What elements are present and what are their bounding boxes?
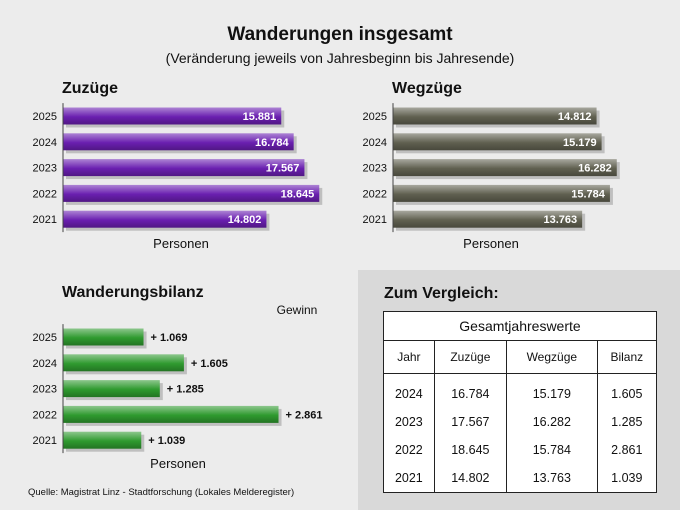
bar-wegzuege-2024 xyxy=(393,133,602,151)
table-cell: 1.605 xyxy=(596,373,657,409)
tick-label: 2024 xyxy=(33,358,57,370)
tick-label: 2021 xyxy=(363,214,387,226)
data-label: 17.567 xyxy=(266,163,300,175)
axis-label: Personen xyxy=(463,236,519,251)
data-label: 14.802 xyxy=(228,214,262,226)
table-cell: 18.645 xyxy=(433,436,507,465)
data-label: 16.784 xyxy=(255,137,290,149)
data-label: 15.179 xyxy=(563,137,597,149)
tick-label: 2023 xyxy=(33,163,57,175)
annotation: Gewinn xyxy=(277,303,318,317)
table-cell: 2021 xyxy=(394,471,423,486)
tick-label: 2022 xyxy=(363,188,387,200)
bar-wegzuege-2025 xyxy=(393,107,597,125)
data-label: 16.282 xyxy=(578,163,612,175)
table-group-header: Gesamtjahreswerte xyxy=(383,311,657,341)
table-cell: 16.784 xyxy=(433,373,507,409)
bar-zuzuege-2024 xyxy=(63,133,294,151)
table-row: 2023 17.567 16.282 1.285 xyxy=(384,408,657,437)
bar-bilanz-2025 xyxy=(63,328,144,346)
data-label: 15.784 xyxy=(571,188,606,200)
tick-label: 2025 xyxy=(33,332,57,344)
tick-label: 2023 xyxy=(33,384,57,396)
table-cell: 2024 xyxy=(394,387,423,402)
bar-bilanz-2022 xyxy=(63,405,279,423)
data-label: + 1.285 xyxy=(167,384,204,396)
table-cell: 1.039 xyxy=(596,464,657,493)
table-cell: 15.784 xyxy=(505,436,598,465)
bar-wegzuege-2023 xyxy=(393,159,617,177)
axis-label: Personen xyxy=(153,236,209,251)
tick-label: 2025 xyxy=(33,111,57,123)
tick-label: 2024 xyxy=(33,137,57,149)
data-label: 14.812 xyxy=(558,111,592,123)
column-header: Jahr xyxy=(383,340,435,374)
bar-zuzuege-2023 xyxy=(63,159,305,177)
source-note: Quelle: Magistrat Linz - Stadtforschung … xyxy=(28,487,295,498)
data-label: + 1.039 xyxy=(148,435,185,447)
table-cell: 2023 xyxy=(394,415,423,430)
bar-bilanz-2024 xyxy=(63,354,184,372)
column-header: Bilanz xyxy=(596,340,657,374)
bar-zuzuege-2021 xyxy=(63,210,267,228)
table-cell: 13.763 xyxy=(505,464,598,493)
table-row: 2021 14.802 13.763 1.039 xyxy=(384,464,657,493)
tick-label: 2023 xyxy=(363,163,387,175)
data-label: 15.881 xyxy=(243,111,277,123)
bar-zuzuege-2025 xyxy=(63,107,282,125)
data-label: + 2.861 xyxy=(286,409,323,421)
tick-label: 2021 xyxy=(33,435,57,447)
data-label: + 1.605 xyxy=(191,358,228,370)
table-cell: 16.282 xyxy=(505,408,598,437)
comparison-table: Gesamtjahreswerte Jahr Zuzüge Wegzüge Bi… xyxy=(383,311,657,493)
table-cell: 15.179 xyxy=(505,373,598,409)
table-cell: 14.802 xyxy=(433,464,507,493)
table-cell: 1.285 xyxy=(596,408,657,437)
column-header: Wegzüge xyxy=(505,340,598,374)
data-label: 18.645 xyxy=(281,188,315,200)
bar-wegzuege-2021 xyxy=(393,210,583,228)
data-label: + 1.069 xyxy=(151,332,188,344)
bar-bilanz-2021 xyxy=(63,431,142,449)
data-label: 13.763 xyxy=(543,214,577,226)
tick-label: 2024 xyxy=(363,137,387,149)
page-subtitle: (Veränderung jeweils von Jahresbeginn bi… xyxy=(165,50,515,66)
tick-label: 2021 xyxy=(33,214,57,226)
tick-label: 2022 xyxy=(33,188,57,200)
comparison-title: Zum Vergleich: xyxy=(384,285,499,302)
bilanz-title: Wanderungsbilanz xyxy=(62,284,204,301)
table-cell: 17.567 xyxy=(433,408,507,437)
bar-wegzuege-2022 xyxy=(393,184,610,202)
table-cell: 2022 xyxy=(394,443,423,458)
tick-label: 2022 xyxy=(33,409,57,421)
column-header: Zuzüge xyxy=(433,340,507,374)
tick-label: 2025 xyxy=(363,111,387,123)
table-row: 2024 16.784 15.179 1.605 xyxy=(384,373,657,409)
bar-zuzuege-2022 xyxy=(63,184,320,202)
bar-bilanz-2023 xyxy=(63,380,160,398)
zuzuege-title: Zuzüge xyxy=(62,80,118,97)
wegzuege-title: Wegzüge xyxy=(392,80,462,97)
table-cell: 2.861 xyxy=(596,436,657,465)
axis-label: Personen xyxy=(150,456,206,471)
table-row: 2022 18.645 15.784 2.861 xyxy=(384,436,657,465)
page-title: Wanderungen insgesamt xyxy=(227,24,453,45)
